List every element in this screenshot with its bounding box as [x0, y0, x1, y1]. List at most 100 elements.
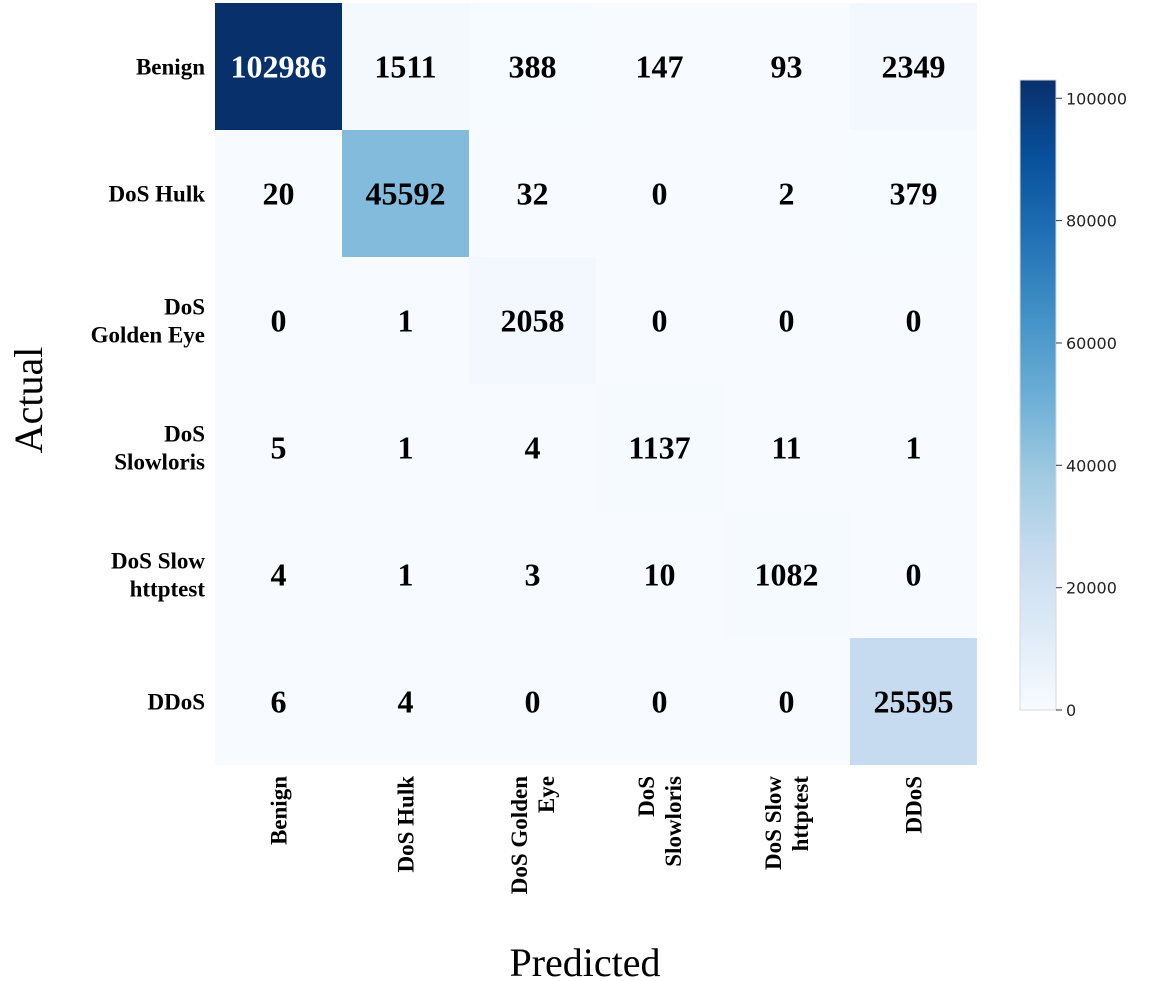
cell-r0-c0: [215, 3, 342, 130]
cell-value-r0-c2: 388: [509, 49, 557, 85]
cell-value-r5-c2: 0: [525, 684, 541, 720]
cell-value-r2-c2: 2058: [501, 303, 565, 339]
cell-r0-c3: [596, 3, 723, 130]
x-tick-label-3: DoSSlowloris: [634, 776, 686, 867]
y-tick-labels: Benign DoS Hulk DoS Golden Eye DoS Slowloris D…: [91, 55, 206, 715]
y-axis-label: Actual: [6, 347, 51, 454]
cell-value-r2-c1: 1: [398, 303, 414, 339]
cell-value-r2-c5: 0: [906, 303, 922, 339]
cell-r2-c5: [850, 257, 977, 384]
cell-value-r1-c2: 32: [517, 176, 549, 212]
colorbar-gradient: [1020, 80, 1056, 710]
y-tick-label-5: DDoS: [147, 690, 205, 715]
cell-value-r4-c0: 4: [271, 557, 287, 593]
cell-value-r5-c4: 0: [779, 684, 795, 720]
cell-r1-c2: [469, 130, 596, 257]
cell-r3-c0: [215, 384, 342, 511]
cell-value-r2-c4: 0: [779, 303, 795, 339]
x-tick-label-1: DoS Hulk: [394, 776, 419, 873]
cell-r5-c2: [469, 638, 596, 765]
cell-value-r5-c3: 0: [652, 684, 668, 720]
cell-r0-c4: [723, 3, 850, 130]
cell-value-r3-c4: 11: [771, 430, 801, 466]
cell-value-r4-c4: 1082: [755, 557, 819, 593]
cell-value-r1-c3: 0: [652, 176, 668, 212]
cell-r2-c0: [215, 257, 342, 384]
x-tick-labels: Benign DoS Hulk DoS GoldenEye DoSSlowloris D…: [267, 776, 927, 895]
cell-value-r0-c5: 2349: [882, 49, 946, 85]
cell-r2-c4: [723, 257, 850, 384]
cell-value-r0-c3: 147: [636, 49, 684, 85]
x-axis-label: Predicted: [509, 940, 660, 981]
cell-r5-c3: [596, 638, 723, 765]
cell-r3-c2: [469, 384, 596, 511]
cell-r5-c1: [342, 638, 469, 765]
cell-r4-c0: [215, 511, 342, 638]
cell-r5-c4: [723, 638, 850, 765]
x-tick-label-4: DoS Slowhttptest: [761, 776, 813, 870]
cell-r3-c3: [596, 384, 723, 511]
cell-value-r3-c0: 5: [271, 430, 287, 466]
cell-value-r2-c0: 0: [271, 303, 287, 339]
cell-value-r5-c0: 6: [271, 684, 287, 720]
cell-r0-c1: [342, 3, 469, 130]
cell-r1-c1: [342, 130, 469, 257]
cell-r4-c5: [850, 511, 977, 638]
cell-r4-c4: [723, 511, 850, 638]
cell-r5-c5: [850, 638, 977, 765]
colorbar-ticks: 0 20000 40000 60000 80000 100000: [1056, 89, 1127, 720]
cell-r1-c4: [723, 130, 850, 257]
colorbar-tick-label-0: 0: [1066, 701, 1076, 720]
cell-value-r3-c3: 1137: [628, 430, 690, 466]
cell-r5-c0: [215, 638, 342, 765]
cell-value-r4-c5: 0: [906, 557, 922, 593]
colorbar-tick-label-3: 60000: [1066, 334, 1117, 353]
cell-value-r4-c1: 1: [398, 557, 414, 593]
cell-value-r3-c5: 1: [906, 430, 922, 466]
y-tick-label-2: DoS Golden Eye: [91, 295, 205, 348]
cell-r0-c5: [850, 3, 977, 130]
colorbar-outline: [1019, 79, 1057, 711]
cell-r2-c1: [342, 257, 469, 384]
cell-r4-c2: [469, 511, 596, 638]
cell-r3-c5: [850, 384, 977, 511]
colorbar-tick-label-1: 20000: [1066, 579, 1117, 598]
cell-r1-c3: [596, 130, 723, 257]
y-tick-label-4: DoS Slow httptest: [111, 549, 205, 602]
cell-r3-c1: [342, 384, 469, 511]
cell-r4-c3: [596, 511, 723, 638]
cell-value-r0-c4: 93: [771, 49, 803, 85]
x-tick-label-0: Benign: [267, 776, 292, 845]
cell-value-r4-c3: 10: [644, 557, 676, 593]
cell-r1-c5: [850, 130, 977, 257]
cell-value-r5-c1: 4: [398, 684, 414, 720]
cell-r1-c0: [215, 130, 342, 257]
x-tick-label-2: DoS GoldenEye: [507, 776, 559, 894]
cell-r2-c3: [596, 257, 723, 384]
y-tick-label-3: DoS Slowloris: [114, 422, 205, 475]
cell-r0-c2: [469, 3, 596, 130]
colorbar: 0 20000 40000 60000 80000 100000: [1019, 79, 1127, 720]
cell-value-r4-c2: 3: [525, 557, 541, 593]
cell-r3-c4: [723, 384, 850, 511]
cell-value-r3-c2: 4: [525, 430, 541, 466]
colorbar-tick-label-4: 80000: [1066, 212, 1117, 231]
cell-value-r1-c4: 2: [779, 176, 795, 212]
colorbar-tick-label-5: 100000: [1066, 89, 1127, 108]
cell-value-r3-c1: 1: [398, 430, 414, 466]
cell-value-r0-c1: 1511: [374, 49, 436, 85]
cell-value-r1-c1: 45592: [366, 176, 446, 212]
cell-value-r1-c0: 20: [263, 176, 295, 212]
cell-r2-c2: [469, 257, 596, 384]
y-tick-label-1: DoS Hulk: [108, 182, 205, 207]
colorbar-tick-label-2: 40000: [1066, 456, 1117, 475]
heatmap-cells: [215, 3, 977, 765]
cell-value-r0-c0: 102986: [231, 49, 327, 85]
cell-value-r5-c5: 25595: [874, 684, 954, 720]
y-tick-label-0: Benign: [136, 55, 205, 80]
cell-value-r2-c3: 0: [652, 303, 668, 339]
x-tick-label-5: DDoS: [902, 776, 927, 834]
cell-value-r1-c5: 379: [890, 176, 938, 212]
